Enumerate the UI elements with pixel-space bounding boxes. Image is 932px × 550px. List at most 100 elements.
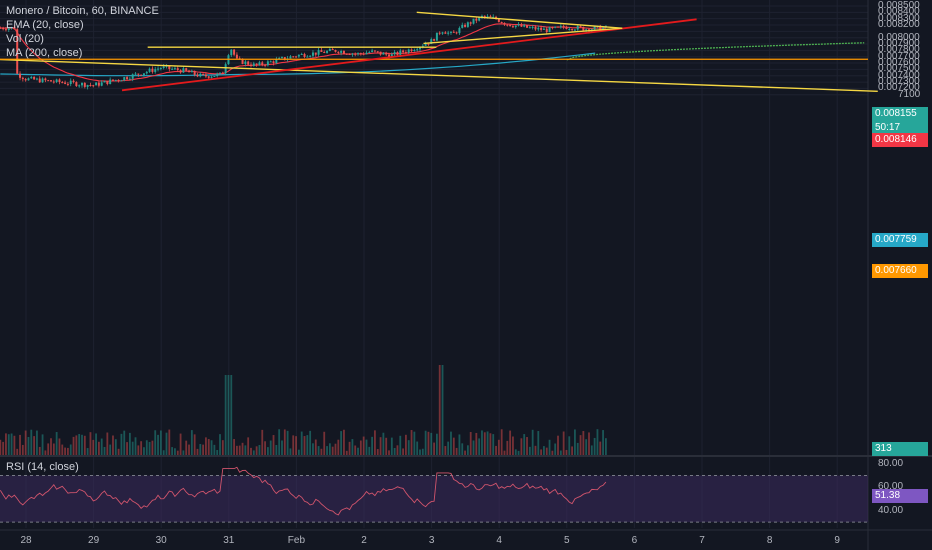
volume-bar — [452, 437, 455, 455]
candle-body — [123, 77, 126, 81]
candle-body — [283, 57, 286, 60]
candle-body — [348, 54, 351, 56]
volume-bar — [75, 435, 78, 455]
volume-bar — [297, 449, 300, 455]
volume-bar — [143, 447, 145, 455]
candle-body — [199, 73, 202, 77]
candle-body — [517, 24, 520, 26]
volume-bar — [531, 429, 534, 455]
candle-body — [233, 49, 236, 55]
volume-bar — [157, 434, 159, 455]
volume-bar — [289, 448, 292, 455]
price-tick-label: 0.007700 — [878, 50, 920, 62]
candle-body — [554, 26, 557, 28]
candle-body — [480, 15, 483, 17]
candle-body — [83, 82, 86, 87]
candle-body — [235, 54, 238, 59]
time-tick-label: 31 — [223, 535, 235, 546]
volume-bar — [145, 440, 148, 455]
candle-body — [514, 25, 517, 28]
candle-body — [483, 15, 486, 17]
candle-body — [390, 54, 393, 58]
time-tick-label: 2 — [361, 535, 367, 546]
volume-bar — [109, 444, 112, 455]
candle-body — [159, 68, 162, 70]
volume-bar — [300, 431, 303, 455]
volume-bar — [585, 439, 588, 455]
candle-body — [464, 24, 467, 27]
volume-bar — [69, 444, 72, 455]
candle-body — [44, 78, 47, 81]
volume-bar — [103, 446, 106, 455]
candle-body — [573, 29, 576, 31]
candle-body — [328, 48, 331, 51]
volume-bar — [120, 433, 123, 455]
volume-bar — [224, 375, 227, 455]
candle-body — [444, 32, 447, 34]
volume-bar — [407, 440, 410, 455]
candle-body — [269, 61, 272, 63]
candle-body — [520, 24, 523, 27]
volume-bar — [340, 431, 343, 455]
volume-bar — [328, 443, 331, 455]
volume-bar — [123, 430, 126, 455]
volume-bar — [33, 436, 36, 455]
time-tick-label: 4 — [496, 535, 502, 546]
candle-body — [78, 85, 81, 87]
volume-bar — [95, 433, 97, 455]
volume-bar — [168, 429, 171, 455]
candle-body — [148, 68, 151, 72]
ema20-line — [0, 23, 606, 82]
candle-body — [562, 26, 565, 28]
candle-body — [466, 22, 469, 27]
legend-ema[interactable]: EMA (20, close) — [6, 19, 84, 31]
candle-body — [0, 27, 2, 29]
volume-bar — [292, 435, 295, 455]
volume-bar — [368, 446, 371, 455]
candle-body — [280, 57, 283, 59]
volume-bar — [5, 433, 7, 455]
volume-bar — [58, 438, 61, 455]
legend-ma[interactable]: MA (200, close) — [6, 47, 83, 59]
legend-volume[interactable]: Vol (20) — [6, 33, 44, 45]
candle-body — [21, 77, 24, 80]
volume-bar — [52, 443, 55, 455]
candle-body — [168, 65, 171, 69]
volume-bar — [159, 430, 162, 455]
candle-body — [182, 68, 185, 73]
legend-symbol[interactable]: Monero / Bitcoin, 60, BINANCE — [6, 5, 159, 17]
volume-bar — [137, 445, 140, 455]
candle-body — [385, 52, 388, 55]
candle-body — [89, 84, 92, 86]
candle-body — [272, 61, 275, 63]
candle-body — [359, 53, 362, 55]
volume-bar — [545, 447, 548, 455]
candle-body — [362, 53, 365, 55]
candle-body — [292, 56, 295, 58]
volume-bar — [568, 436, 571, 455]
volume-bar — [165, 432, 168, 455]
volume-bar — [210, 440, 213, 455]
triangle-lower-line — [423, 27, 623, 45]
candle-body — [140, 74, 143, 76]
volume-bar — [238, 445, 241, 455]
candle-body — [275, 59, 278, 63]
candle-body — [340, 50, 343, 53]
volume-bar — [7, 434, 10, 455]
volume-bar — [236, 445, 238, 455]
volume-bar — [604, 438, 607, 455]
volume-bar — [106, 432, 109, 455]
volume-bar — [61, 444, 64, 455]
volume-bar — [154, 430, 157, 455]
candle-body — [30, 76, 33, 79]
volume-bar — [309, 430, 312, 455]
candle-body — [66, 83, 69, 85]
candle-body — [486, 16, 489, 18]
volume-bar — [405, 434, 407, 455]
candle-body — [69, 80, 72, 85]
candle-body — [551, 27, 554, 29]
volume-bar — [514, 449, 517, 455]
rsi-legend[interactable]: RSI (14, close) — [6, 461, 79, 473]
candle-body — [500, 21, 503, 23]
